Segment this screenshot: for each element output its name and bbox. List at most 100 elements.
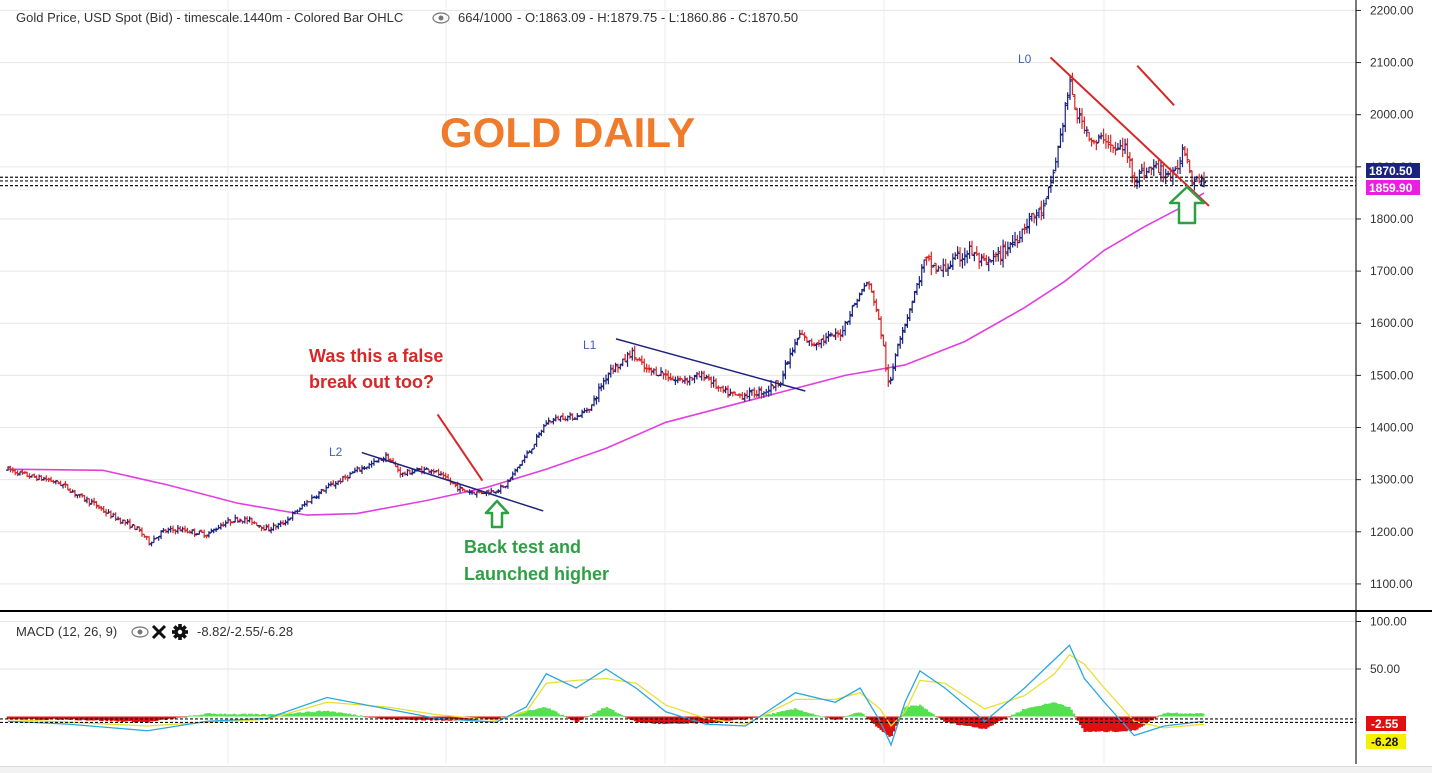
macd-histogram-bar xyxy=(695,716,698,724)
macd-histogram-bar xyxy=(921,706,924,717)
macd-histogram-bar xyxy=(182,716,185,718)
macd-histogram-bar xyxy=(1201,713,1205,717)
macd-histogram-bar xyxy=(478,716,481,719)
macd-histogram-bar xyxy=(131,716,135,723)
macd-histogram-bar xyxy=(644,716,648,724)
ohlc-bar xyxy=(723,386,728,394)
ohlc-bar xyxy=(692,374,697,384)
macd-histogram-bar xyxy=(539,708,543,717)
macd-histogram-bar xyxy=(1017,712,1021,717)
macd-histogram-bar xyxy=(377,716,380,719)
macd-histogram-bar xyxy=(370,716,374,718)
macd-histogram-bar xyxy=(489,716,492,720)
macd-histogram-bar xyxy=(679,716,683,724)
ohlc-bar xyxy=(209,528,214,534)
ohlc-bar xyxy=(1166,170,1171,178)
ohlc-bar xyxy=(204,534,209,539)
macd-histogram-bar xyxy=(1074,716,1078,718)
ohlc-readout: - O:1863.09 - H:1879.75 - L:1860.86 - C:… xyxy=(517,10,798,25)
macd-histogram-bar xyxy=(1061,704,1065,717)
ohlc-bar xyxy=(575,412,580,421)
macd-histogram-bar xyxy=(550,710,554,717)
macd-histogram-bar xyxy=(883,716,887,733)
macd-histogram-bar xyxy=(8,716,12,720)
macd-histogram-bar xyxy=(1175,712,1179,717)
ohlc-bar xyxy=(606,372,611,385)
ohlc-bar xyxy=(893,353,898,371)
ohlc-bar xyxy=(831,334,836,338)
macd-histogram-bar xyxy=(1089,716,1093,732)
macd-histogram-bar xyxy=(493,716,497,720)
macd-histogram-bar xyxy=(787,710,790,717)
macd-histogram-bar xyxy=(736,716,740,720)
ohlc-bar xyxy=(1070,72,1075,96)
macd-histogram-bar xyxy=(171,716,174,720)
false-breakout-question-line2: break out too? xyxy=(309,372,434,392)
ohlc-bar xyxy=(192,528,197,538)
macd-histogram-bar xyxy=(294,713,297,717)
ohlc-bar xyxy=(795,338,800,346)
ohlc-bar xyxy=(20,469,25,476)
macd-histogram-bar xyxy=(756,716,760,718)
macd-histogram-bar xyxy=(1116,716,1119,732)
macd-histogram-bar xyxy=(1022,709,1025,717)
macd-histogram-bar xyxy=(1107,716,1111,732)
macd-histogram-bar xyxy=(199,714,203,717)
macd-histogram-bar xyxy=(1059,704,1062,717)
macd-histogram-bar xyxy=(704,716,707,723)
macd-histogram-bar xyxy=(1098,716,1102,732)
macd-histogram-bar xyxy=(33,716,36,720)
level-l0-label: L0 xyxy=(1018,52,1032,66)
macd-histogram-bar xyxy=(533,709,536,717)
ohlc-bar xyxy=(1173,166,1178,171)
macd-histogram-bar xyxy=(579,716,582,721)
macd-histogram-bar xyxy=(842,716,845,718)
macd-histogram-bar xyxy=(802,711,806,717)
ohlc-bar xyxy=(649,367,654,376)
price-plot-area[interactable] xyxy=(0,0,1356,610)
macd-histogram-bar xyxy=(960,716,964,725)
macd-histogram-bar xyxy=(945,716,948,723)
ohlc-bar xyxy=(1142,161,1147,180)
close-icon[interactable] xyxy=(151,624,167,640)
macd-histogram-bar xyxy=(537,708,541,717)
ohlc-bar xyxy=(785,361,790,365)
macd-histogram-bar xyxy=(208,713,212,717)
ohlc-bar xyxy=(360,465,365,474)
ohlc-bar xyxy=(981,252,986,261)
macd-plot-area[interactable] xyxy=(0,612,1356,764)
macd-histogram-bar xyxy=(1037,706,1040,717)
ohlc-bar xyxy=(238,518,243,523)
macd-histogram-bar xyxy=(853,713,856,717)
ohlc-bar xyxy=(984,255,989,266)
macd-histogram-bar xyxy=(1160,714,1163,717)
macd-histogram-bar xyxy=(201,714,205,717)
macd-histogram-bar xyxy=(807,713,810,717)
macd-histogram-bar xyxy=(261,714,264,717)
gear-icon[interactable] xyxy=(172,624,188,640)
macd-histogram-bar xyxy=(92,716,95,721)
macd-histogram-bar xyxy=(103,716,106,721)
ohlc-bar xyxy=(668,373,673,381)
macd-histogram-bar xyxy=(888,716,891,737)
macd-histogram-bar xyxy=(223,713,227,717)
bottom-scroll-strip[interactable] xyxy=(0,766,1432,773)
macd-histogram-bar xyxy=(651,716,655,724)
macd-histogram-bar xyxy=(74,716,78,721)
eye-icon[interactable] xyxy=(432,12,450,24)
macd-histogram-bar xyxy=(1054,702,1058,717)
macd-histogram-bar xyxy=(978,716,981,729)
ohlc-bar xyxy=(1151,159,1156,177)
macd-histogram-bar xyxy=(287,713,291,717)
macd-values: -8.82/-2.55/-6.28 xyxy=(197,624,293,639)
ohlc-bar xyxy=(546,417,551,425)
macd-histogram-bar xyxy=(383,716,387,719)
ohlc-bar xyxy=(903,323,907,333)
macd-histogram-bar xyxy=(844,716,847,718)
eye-icon[interactable] xyxy=(131,626,149,638)
ohlc-bar xyxy=(587,408,592,413)
ohlc-bar xyxy=(273,524,278,530)
macd-histogram-bar xyxy=(228,714,231,717)
ohlc-bar xyxy=(1106,134,1111,149)
